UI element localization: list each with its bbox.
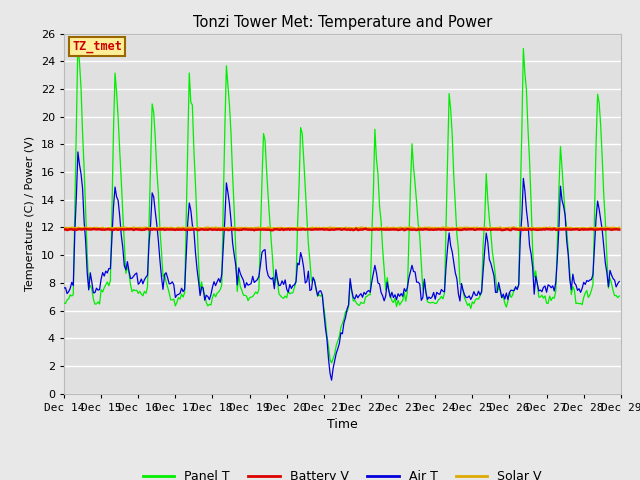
Air T: [328, 377, 335, 383]
Panel T: [305, 241, 312, 247]
Panel T: [60, 300, 68, 306]
Solar V: [128, 225, 136, 231]
Battery V: [60, 227, 68, 232]
Text: TZ_tmet: TZ_tmet: [72, 40, 122, 53]
Battery V: [244, 227, 252, 232]
Air T: [255, 274, 263, 279]
Battery V: [550, 226, 558, 231]
Solar V: [616, 225, 623, 231]
Line: Battery V: Battery V: [64, 228, 620, 230]
Panel T: [130, 287, 138, 293]
Line: Panel T: Panel T: [64, 41, 620, 363]
Battery V: [255, 227, 263, 232]
Solar V: [510, 225, 518, 230]
Y-axis label: Temperature (C) / Power (V): Temperature (C) / Power (V): [25, 136, 35, 291]
Air T: [588, 276, 595, 282]
Panel T: [328, 360, 335, 366]
Solar V: [340, 226, 348, 232]
Battery V: [226, 227, 234, 233]
Panel T: [616, 293, 623, 299]
Solar V: [303, 226, 310, 231]
Solar V: [588, 225, 595, 231]
Solar V: [253, 225, 261, 231]
Panel T: [74, 38, 82, 44]
Air T: [305, 268, 312, 274]
Title: Tonzi Tower Met: Temperature and Power: Tonzi Tower Met: Temperature and Power: [193, 15, 492, 30]
Legend: Panel T, Battery V, Air T, Solar V: Panel T, Battery V, Air T, Solar V: [138, 465, 547, 480]
Air T: [74, 149, 82, 155]
Air T: [227, 218, 235, 224]
Solar V: [226, 226, 234, 231]
Air T: [60, 285, 68, 291]
Solar V: [60, 226, 68, 231]
Panel T: [588, 288, 595, 293]
Air T: [246, 282, 253, 288]
Line: Solar V: Solar V: [64, 228, 620, 229]
Battery V: [305, 227, 312, 232]
Panel T: [246, 295, 253, 300]
Battery V: [588, 227, 595, 232]
Air T: [616, 278, 623, 284]
Battery V: [128, 227, 136, 232]
Line: Air T: Air T: [64, 152, 620, 380]
X-axis label: Time: Time: [327, 418, 358, 431]
Panel T: [227, 131, 235, 137]
Battery V: [250, 228, 258, 233]
Battery V: [616, 227, 623, 232]
Panel T: [255, 287, 263, 292]
Air T: [130, 274, 138, 279]
Solar V: [244, 226, 252, 231]
